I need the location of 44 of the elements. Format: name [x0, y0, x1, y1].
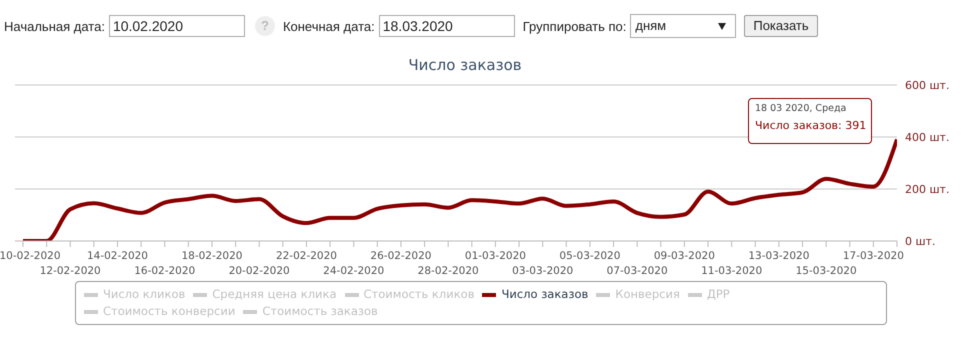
annotation: Число заказов: 391	[755, 119, 866, 132]
legend-label: Стоимость кликов	[362, 286, 474, 303]
text: Начальная дата:	[4, 18, 105, 34]
y-tick-label: 200 шт.	[905, 182, 950, 196]
x-tick-label: 24-02-2020	[323, 265, 384, 277]
x-tick-label: 11-03-2020	[701, 265, 762, 277]
show-button: Показать	[744, 15, 818, 37]
legend-label: Число заказов	[500, 286, 588, 303]
x-tick-label: 05-03-2020	[559, 250, 620, 262]
y-tick-label: 0 шт.	[905, 234, 936, 248]
annotation: 18 03 2020, Среда	[755, 103, 848, 114]
legend-label: ДРР	[706, 286, 730, 303]
legend-label: Число кликов	[102, 286, 186, 303]
tooltip: 18 03 2020, Среда Число заказов: 391	[748, 98, 872, 144]
chart-title: Число заказов	[408, 56, 522, 74]
date-field: 10.02.2020	[108, 15, 245, 37]
x-tick-label: 12-02-2020	[40, 265, 101, 277]
legend-label: Конверсия	[614, 286, 680, 303]
x-tick-label: 20-02-2020	[228, 265, 290, 277]
legend-label: Стоимость конверсии	[102, 303, 236, 320]
x-tick-label: 03-03-2020	[512, 265, 574, 277]
text: Конечная дата:	[282, 18, 375, 34]
help-icon: ?	[254, 16, 275, 36]
dropdown-field: дням	[630, 14, 736, 38]
line-series	[23, 137, 897, 241]
x-tick-label: 14-02-2020	[86, 250, 148, 262]
x-tick-label: 17-03-2020	[842, 250, 904, 262]
x-tick-label: 01-03-2020	[464, 250, 526, 262]
x-tick-label: 10-02-2020	[0, 250, 61, 262]
date-field: 18.03.2020	[378, 15, 515, 37]
y-tick-label: 400 шт.	[905, 130, 950, 144]
x-tick-label: 16-02-2020	[134, 265, 196, 277]
x-tick-label: 07-03-2020	[606, 265, 668, 277]
x-tick-label: 22-02-2020	[276, 250, 337, 262]
x-tick-label: 28-02-2020	[418, 265, 479, 277]
legend-label: Стоимость заказов	[261, 303, 378, 320]
x-tick-label: 18-02-2020	[181, 250, 242, 262]
x-tick-label: 26-02-2020	[370, 250, 432, 262]
legend-label: Средняя цена клика	[211, 286, 337, 303]
x-tick-label: 15-03-2020	[796, 265, 857, 277]
x-tick-label: 09-03-2020	[654, 250, 715, 262]
x-tick-label: 13-03-2020	[748, 250, 810, 262]
text: Группировать по:	[522, 18, 626, 34]
y-tick-label: 600 шт.	[905, 78, 950, 92]
